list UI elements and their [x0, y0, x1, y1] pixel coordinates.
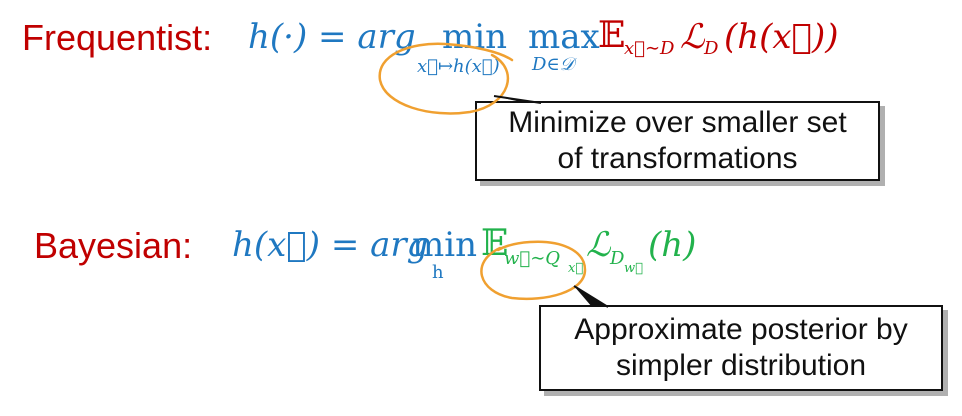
- bayesian-loss-subsubscript: w⃗: [624, 261, 643, 276]
- bayesian-lhs: h(x⃗) = arg: [232, 225, 429, 265]
- frequentist-loss-subscript: D: [704, 38, 719, 59]
- bayesian-expectation-subscript: w⃗∼Q: [504, 248, 561, 269]
- frequentist-callout-line2: of transformations: [557, 142, 798, 175]
- frequentist-lhs: h(·) = arg: [248, 17, 416, 57]
- bayesian-expectation-symbol: 𝔼: [481, 223, 509, 264]
- frequentist-callout-line1: Minimize over smaller set: [508, 106, 847, 139]
- frequentist-circle-annotation: [378, 42, 514, 115]
- bayesian-callout-line1: Approximate posterior by: [574, 313, 908, 346]
- frequentist-max-operator: max: [528, 17, 600, 57]
- frequentist-expectation-symbol: 𝔼: [598, 15, 626, 56]
- bayesian-min-operator: min: [412, 225, 478, 265]
- bayesian-loss-symbol: ℒ: [586, 225, 611, 265]
- bayesian-callout: Approximate posterior by simpler distrib…: [539, 305, 943, 391]
- frequentist-min-subscript: x⃗↦h(x⃗): [417, 56, 500, 77]
- bayesian-loss-subscript: D: [610, 248, 625, 269]
- bayesian-label: Bayesian:: [34, 225, 193, 266]
- bayesian-loss-argument: (h): [648, 225, 697, 265]
- frequentist-callout: Minimize over smaller set of transformat…: [475, 101, 880, 181]
- bayesian-min-subscript: h: [432, 262, 444, 283]
- frequentist-loss-symbol: ℒ: [680, 17, 705, 57]
- bayesian-expectation-subsubscript: x⃗: [568, 261, 584, 276]
- frequentist-expectation-subscript: x⃗∼D: [624, 38, 675, 59]
- frequentist-max-subscript: D∈𝒟: [532, 54, 575, 75]
- bayesian-circle-annotation: [480, 240, 587, 301]
- bayesian-callout-line2: simpler distribution: [615, 349, 867, 382]
- frequentist-loss-argument: (h(x⃗)): [724, 17, 839, 57]
- frequentist-label: Frequentist:: [22, 17, 213, 58]
